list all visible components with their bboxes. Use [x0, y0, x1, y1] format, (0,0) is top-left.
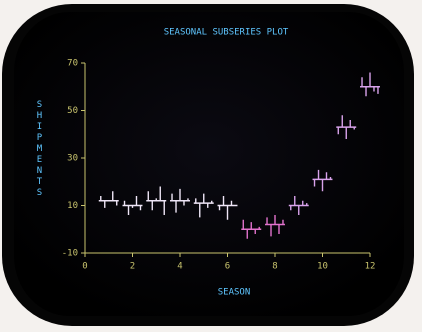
y-tick-label: -10	[62, 249, 78, 259]
x-axis-label: SEASON	[218, 288, 251, 298]
x-tick-label: 8	[272, 262, 277, 272]
y-tick-label: 10	[67, 201, 78, 211]
y-axis-label: SHIPMENTS	[35, 100, 45, 199]
x-tick-label: 10	[317, 262, 328, 272]
crt-screen	[14, 12, 404, 316]
x-tick-label: 12	[365, 262, 376, 272]
y-tick-label: 70	[67, 59, 78, 69]
x-tick-label: 0	[82, 262, 87, 272]
x-tick-label: 4	[177, 262, 182, 272]
chart-title: SEASONAL SUBSERIES PLOT	[164, 28, 289, 38]
y-tick-label: 50	[67, 106, 78, 116]
x-tick-label: 6	[225, 262, 230, 272]
x-tick-label: 2	[130, 262, 135, 272]
y-tick-label: 30	[67, 154, 78, 164]
